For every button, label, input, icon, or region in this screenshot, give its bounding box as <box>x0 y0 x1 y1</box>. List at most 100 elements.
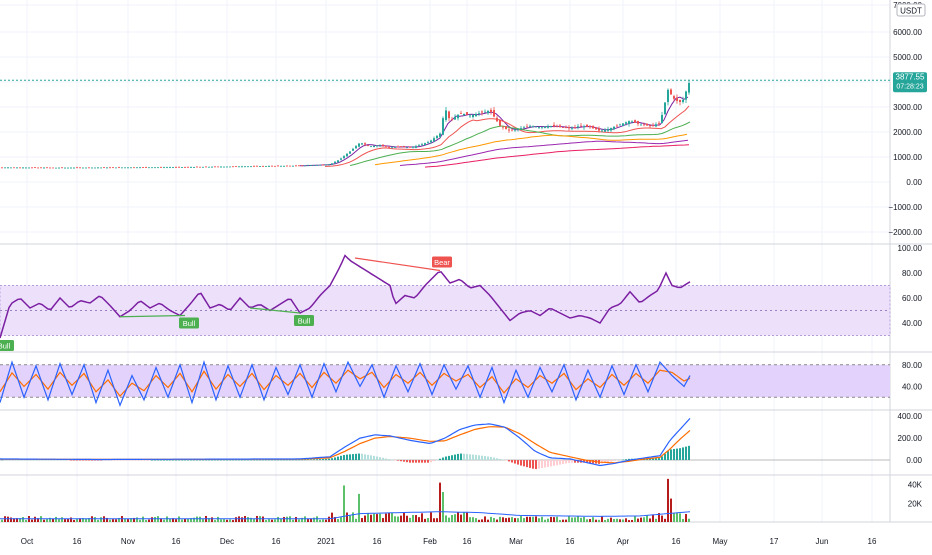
volume-bar <box>634 515 636 522</box>
candle-body <box>124 167 126 169</box>
volume-bar <box>64 519 66 522</box>
macd-histogram-bar <box>238 459 240 461</box>
macd-histogram-bar <box>235 459 237 461</box>
macd-histogram-bar <box>355 453 357 461</box>
macd-histogram-bar <box>292 459 294 461</box>
candle-body <box>7 167 9 169</box>
price-tick-label: 5000.00 <box>893 53 922 62</box>
volume-bar <box>604 520 606 522</box>
candle-body <box>190 167 192 168</box>
candle-body <box>367 145 369 147</box>
macd-histogram-bar <box>283 459 285 461</box>
macd-histogram-bar <box>670 449 672 461</box>
rsi-pane[interactable]: Bull Bull Bull Bear <box>0 254 891 352</box>
candle-body <box>49 167 51 169</box>
divergence-label: Bull <box>298 317 311 326</box>
candle-body <box>622 123 624 126</box>
candle-body <box>397 146 399 148</box>
macd-histogram-bar <box>679 448 681 461</box>
macd-histogram-bar <box>97 460 99 461</box>
volume-bar <box>34 516 36 522</box>
macd-histogram-bar <box>319 459 321 461</box>
candle-body <box>400 146 402 148</box>
volume-bar <box>637 518 639 522</box>
macd-histogram-bar <box>406 460 408 463</box>
candle-body <box>340 158 342 160</box>
volume-bar <box>529 516 531 522</box>
candle-body <box>529 125 531 127</box>
volume-bar <box>643 517 645 522</box>
candle-body <box>484 111 486 113</box>
volume-pane[interactable] <box>0 478 691 522</box>
divergence-line <box>354 257 441 272</box>
candle-body <box>685 91 687 100</box>
price-pane[interactable] <box>0 79 890 169</box>
candle-body <box>514 129 516 131</box>
macd-histogram-bar <box>157 460 159 461</box>
volume-bar <box>589 519 591 522</box>
candle-body <box>436 135 438 138</box>
volume-bar <box>601 516 603 522</box>
candle-body <box>286 165 288 167</box>
stoch-rsi-pane[interactable] <box>0 360 890 408</box>
volume-bar <box>427 518 429 522</box>
price-tick-label: −1000.00 <box>888 203 922 212</box>
volume-bar <box>151 517 153 522</box>
volume-bar <box>628 520 630 522</box>
candle-body <box>94 167 96 169</box>
currency-label[interactable]: USDT <box>896 3 926 17</box>
candle-body <box>154 167 156 169</box>
volume-bar <box>667 478 669 522</box>
volume-bar <box>142 516 144 522</box>
candle-body <box>58 167 60 169</box>
macd-histogram-bar <box>625 459 627 461</box>
divergence-line <box>119 314 186 318</box>
macd-pane[interactable] <box>0 417 890 470</box>
volume-bar <box>277 516 279 522</box>
volume-bar <box>346 512 348 522</box>
candle-body <box>235 166 237 168</box>
macd-histogram-bar <box>154 460 156 461</box>
volume-bar <box>97 519 99 522</box>
macd-histogram-bar <box>685 446 687 461</box>
volume-bar <box>544 519 546 522</box>
macd-histogram-bar <box>397 460 399 461</box>
macd-histogram-bar <box>256 459 258 461</box>
macd-histogram-bar <box>463 453 465 461</box>
volume-bar <box>406 515 408 522</box>
macd-histogram-bar <box>505 460 507 461</box>
macd-histogram-bar <box>553 460 555 466</box>
candle-body <box>670 89 672 95</box>
macd-histogram-bar <box>589 460 591 464</box>
volume-bar <box>154 517 156 522</box>
divergence-label-box <box>432 256 452 268</box>
macd-histogram-bar <box>10 459 12 461</box>
volume-bar <box>226 519 228 522</box>
volume-bar <box>433 518 435 522</box>
candle-body <box>232 166 234 168</box>
macd-histogram-bar <box>391 459 393 461</box>
candle-body <box>169 167 171 169</box>
candle-body <box>619 124 621 126</box>
macd-histogram-bar <box>655 458 657 461</box>
candle-body <box>112 167 114 169</box>
volume-bar <box>340 517 342 522</box>
candle-body <box>31 167 33 169</box>
candle-body <box>523 127 525 129</box>
macd-histogram-bar <box>337 456 339 461</box>
volume-bar <box>676 512 678 522</box>
candle-body <box>565 127 567 128</box>
price-scale[interactable]: 7000.006000.005000.004000.003000.002000.… <box>888 1 927 508</box>
candle-body <box>535 126 537 128</box>
macd-histogram-bar <box>43 459 45 461</box>
volume-bar <box>355 518 357 522</box>
candle-body <box>166 167 168 169</box>
time-axis[interactable]: Oct 16 Nov 16 Dec 16 2021 16 Feb 16 Mar 16 Apr 16 May 1… <box>21 537 877 546</box>
candle-body <box>541 126 543 128</box>
macd-histogram-bar <box>673 448 675 461</box>
macd-histogram-bar <box>31 459 33 461</box>
macd-histogram-bar <box>316 459 318 461</box>
volume-bar <box>145 520 147 522</box>
volume-bar <box>622 519 624 522</box>
